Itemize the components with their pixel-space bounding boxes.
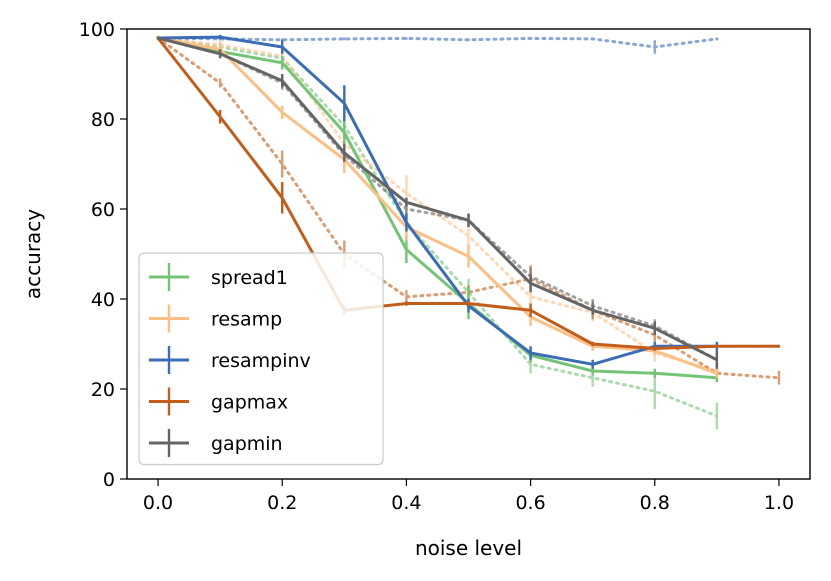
solid-series-layer [156, 34, 781, 383]
series-line [157, 36, 718, 375]
x-tick-label: 0.8 [640, 492, 670, 514]
series-resampinv [156, 34, 719, 369]
plot-frame [126, 28, 811, 480]
legend-item-resamp: resamp [149, 304, 282, 333]
series-gapmin [156, 36, 719, 369]
series-line [157, 36, 718, 380]
series-line [156, 36, 719, 418]
legend-label: resampinv [211, 350, 311, 372]
legend-label: gapmin [211, 433, 283, 455]
x-tick-label: 0.4 [391, 492, 421, 514]
y-tick-label: 40 [91, 289, 115, 311]
y-tick-label: 20 [91, 379, 115, 401]
x-tick-label: 0.6 [515, 492, 545, 514]
series-line [156, 36, 719, 49]
legend-item-spread1: spread1 [149, 263, 288, 291]
series-line [157, 35, 717, 366]
legend-item-gapmax: gapmax [149, 387, 288, 416]
y-tick-label: 100 [79, 19, 115, 41]
x-axis-ticks: 0.0 0.2 0.4 0.6 0.8 1.0 [143, 479, 794, 514]
y-tick-label: 80 [91, 109, 115, 131]
x-axis-label: noise level [415, 536, 522, 560]
legend: spread1 resamp resampinv gapmax gapmin [138, 252, 384, 466]
x-tick-label: 0.0 [143, 492, 173, 514]
y-tick-label: 0 [103, 469, 115, 491]
legend-box [138, 252, 384, 466]
legend-item-gapmin: gapmin [149, 429, 283, 457]
y-axis-ticks: 0 20 40 60 80 100 [79, 19, 127, 491]
y-tick-label: 60 [91, 199, 115, 221]
legend-label: gapmax [211, 392, 288, 414]
series-line [157, 36, 718, 362]
y-axis-label: accuracy [21, 209, 45, 299]
x-tick-label: 1.0 [764, 492, 794, 514]
x-tick-label: 0.2 [267, 492, 297, 514]
legend-item-resampinv: resampinv [149, 346, 311, 374]
legend-label: resamp [211, 309, 282, 331]
legend-label: spread1 [211, 267, 288, 289]
